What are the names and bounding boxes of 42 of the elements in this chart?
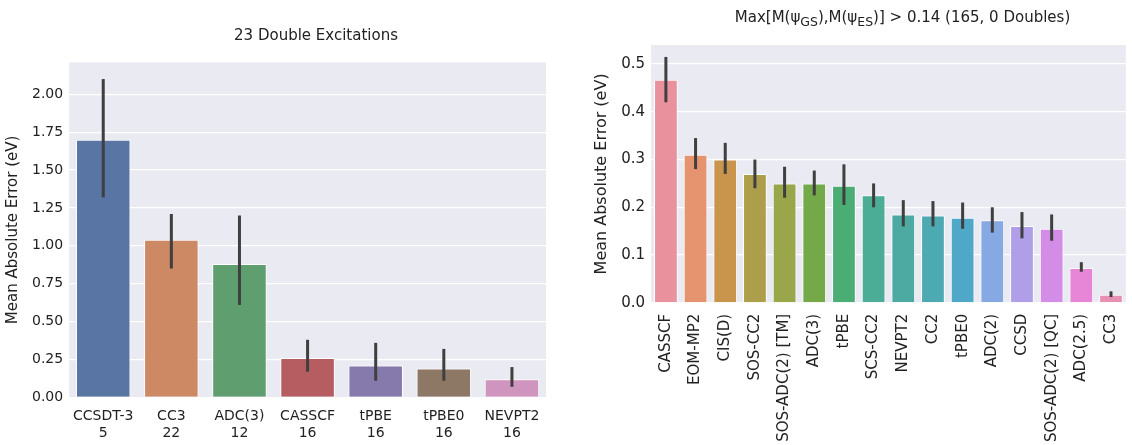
- y-tick-label: 0.3: [621, 149, 646, 168]
- y-axis-title: Mean Absolute Error (eV): [590, 73, 610, 275]
- x-tick-label: CCSD: [1011, 313, 1030, 356]
- x-tick-label: SOS-ADC(2) [QC]: [1041, 313, 1060, 442]
- x-tick-label: ADC(2.5): [1071, 313, 1090, 382]
- y-tick-label: 1.50: [32, 160, 64, 177]
- y-tick-label: 0.2: [621, 197, 646, 216]
- y-tick-label: 0.75: [32, 274, 64, 291]
- x-tick-label: NEVPT2 16: [484, 407, 540, 441]
- y-tick-label: 0.4: [621, 101, 646, 120]
- x-tick-label: CASSCF: [655, 313, 674, 373]
- x-tick-label: tPBE0: [952, 313, 971, 359]
- x-tick-label: CC3 22: [157, 407, 186, 441]
- x-tick-label: ADC(3): [804, 313, 823, 368]
- y-tick-label: 0.5: [621, 53, 646, 72]
- x-tick-label: CC2: [922, 313, 941, 345]
- x-tick-label: CIS(D): [715, 313, 734, 362]
- x-tick-label: CASSCF 16: [280, 407, 336, 441]
- x-tick-label: NEVPT2: [893, 313, 912, 373]
- x-tick-label: SOS-CC2: [744, 313, 763, 381]
- y-tick-label: 0.50: [32, 312, 64, 329]
- x-tick-label: ADC(3) 12: [214, 407, 265, 441]
- x-tick-label: ADC(2): [982, 313, 1001, 368]
- y-tick-label: 0.25: [32, 350, 64, 367]
- y-axis-title: Mean Absolute Error (eV): [2, 135, 21, 325]
- x-tick-label: CCSDT-3 5: [73, 407, 134, 441]
- x-tick-label: SCS-CC2: [863, 313, 882, 380]
- y-tick-label: 0.0: [621, 292, 646, 311]
- chart-title: Max[M(ψ$_{GS}$),M(ψ$_{ES}$)] > 0.14 (165, 0 Doubles): [733, 8, 1072, 29]
- x-tick-label: tPBE 16: [359, 407, 392, 441]
- y-tick-label: 1.75: [32, 122, 64, 139]
- x-tick-label: tPBE: [833, 313, 852, 349]
- x-tick-label: tPBE0 16: [423, 407, 465, 441]
- y-tick-label: 0.1: [621, 244, 646, 263]
- y-tick-label: 0.00: [32, 388, 64, 405]
- x-tick-label: CC3: [1100, 313, 1119, 345]
- y-tick-label: 2.00: [32, 84, 64, 101]
- x-tick-label: EOM-MP2: [685, 313, 704, 385]
- y-tick-label: 1.00: [32, 236, 64, 253]
- y-tick-label: 1.25: [32, 198, 64, 215]
- chart-title: 23 Double Excitations: [233, 26, 399, 44]
- x-tick-label: SOS-ADC(2) [TM]: [774, 313, 793, 442]
